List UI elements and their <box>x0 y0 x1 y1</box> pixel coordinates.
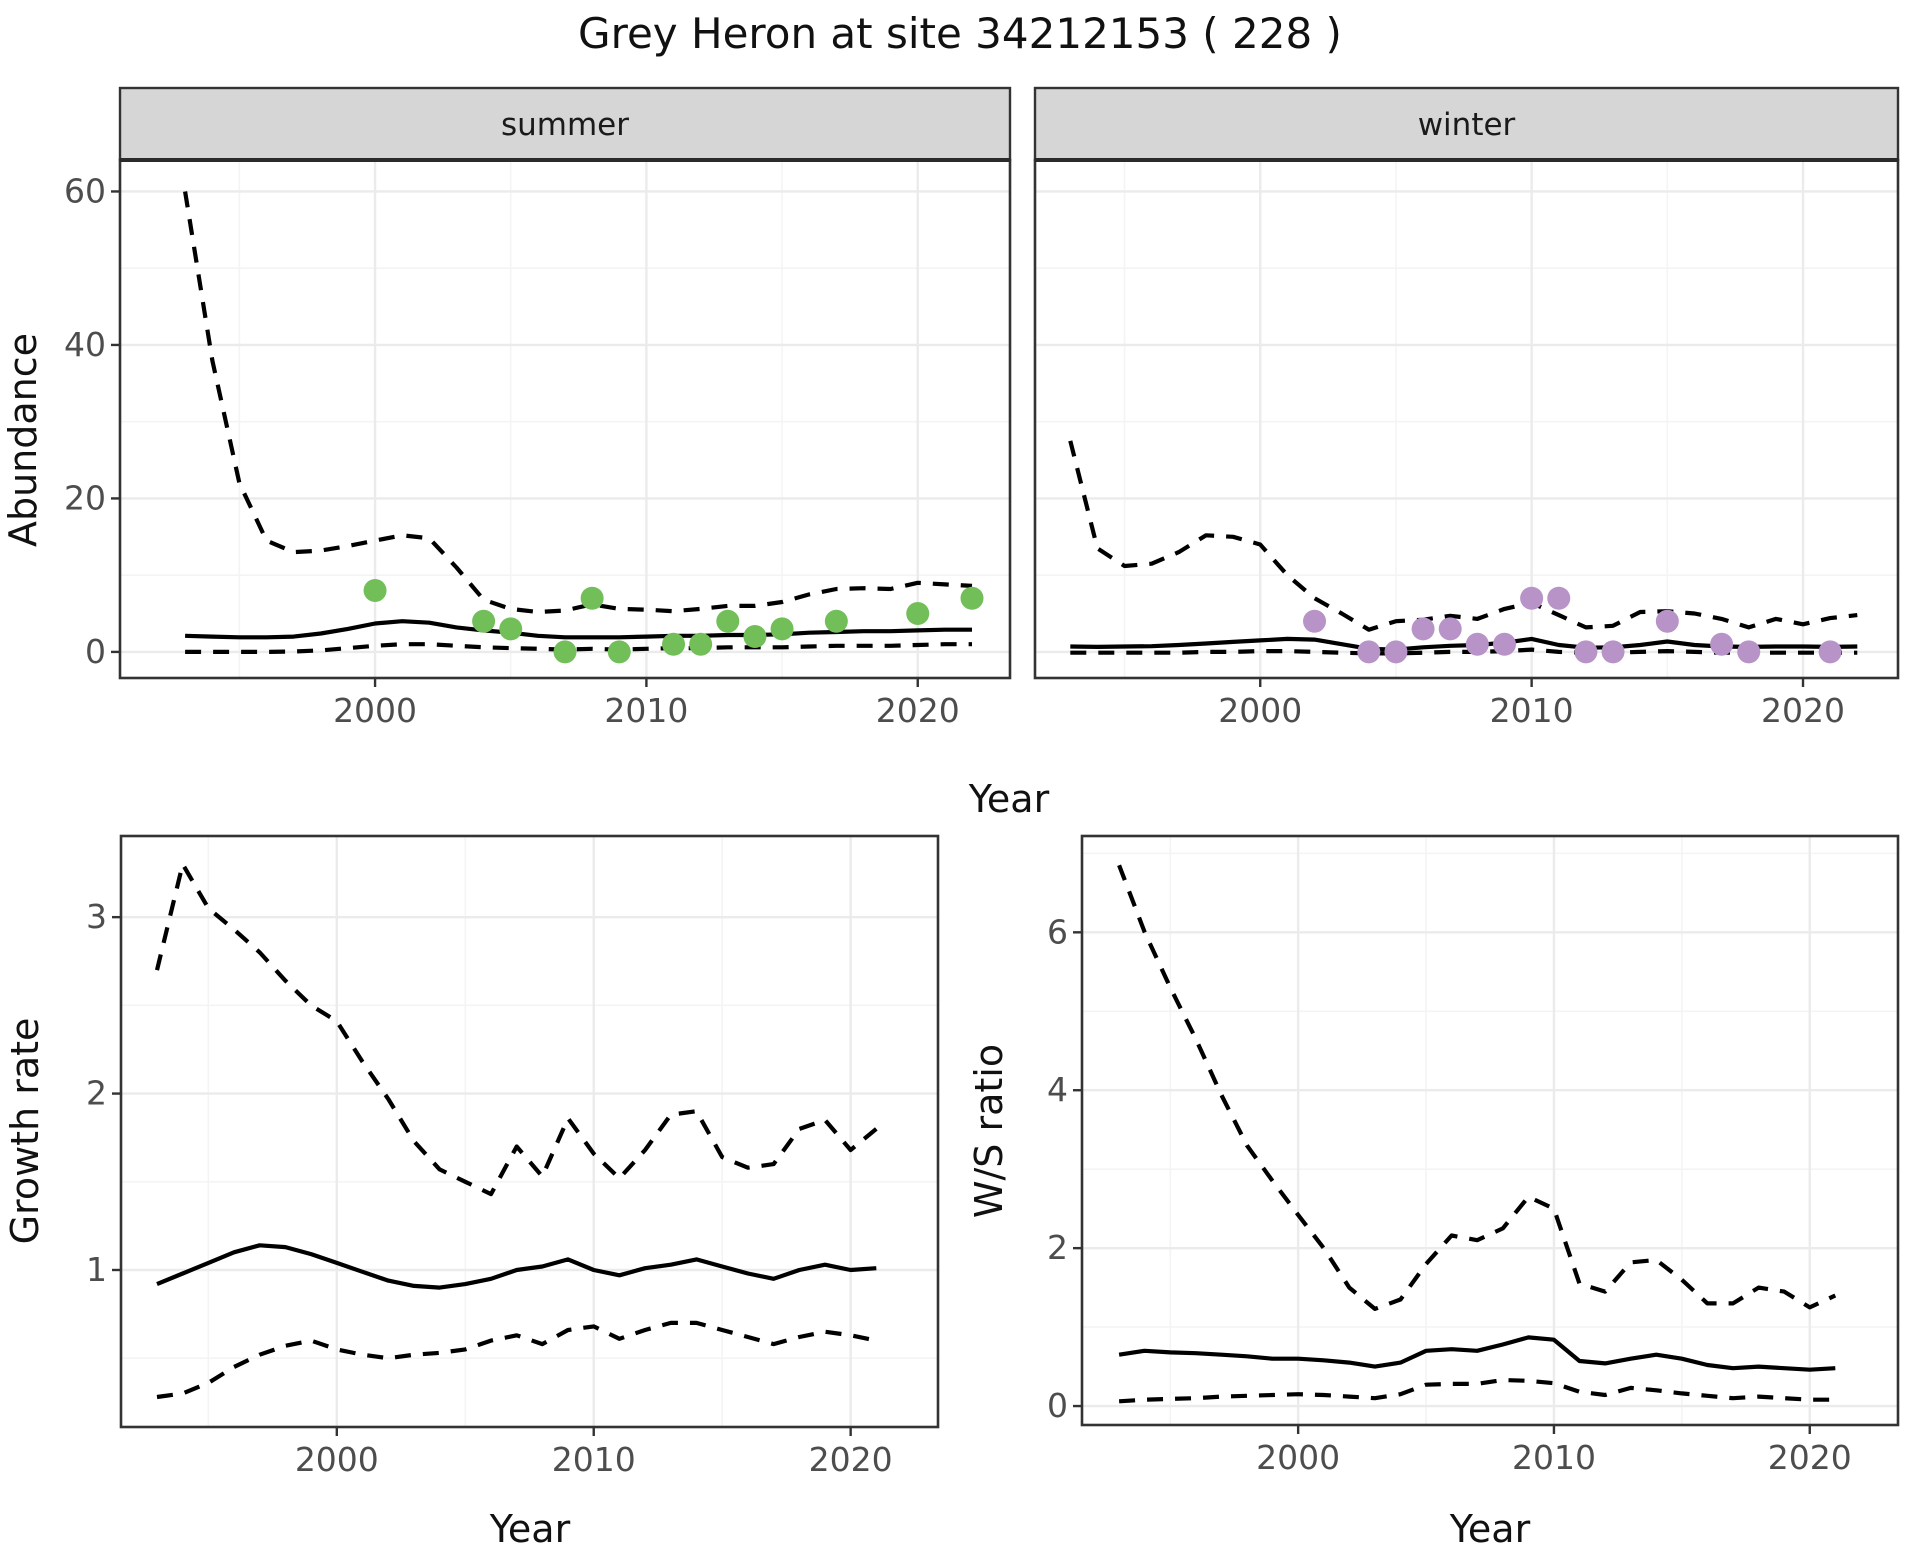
x-axis-title-year-top: Year <box>968 777 1050 821</box>
y-tick-label: 4 <box>1047 1070 1068 1109</box>
gridlines-minor <box>120 160 1010 678</box>
x-axis: 2000 2010 2020 <box>1256 1425 1852 1477</box>
panel-background <box>120 160 1010 678</box>
x-tick-label: 2010 <box>552 1440 636 1479</box>
data-point <box>1655 609 1679 633</box>
data-point <box>363 579 387 603</box>
panel-summer: 2000 2010 2020 0 20 40 60 summer <box>64 86 1012 730</box>
y-tick-label: 40 <box>64 325 106 364</box>
x-tick-label: 2020 <box>809 1440 893 1479</box>
x-tick-label: 2000 <box>1256 1438 1340 1477</box>
data-point <box>472 609 496 633</box>
y-tick-label: 2 <box>1047 1228 1068 1267</box>
data-point <box>960 586 984 610</box>
y-tick-label: 20 <box>64 478 106 517</box>
series-observations <box>363 579 984 664</box>
data-point <box>580 586 604 610</box>
x-tick-label: 2010 <box>604 691 688 730</box>
x-tick-label: 2010 <box>1512 1438 1596 1477</box>
data-point <box>1737 640 1761 664</box>
data-point <box>1601 640 1625 664</box>
gridlines-minor <box>1082 836 1898 1425</box>
gridlines-major <box>121 836 938 1427</box>
x-axis: 2000 2010 2020 <box>333 678 960 730</box>
series-lower_ci <box>185 642 972 655</box>
facet-strip-label: summer <box>501 107 629 143</box>
series-median <box>1118 1335 1836 1372</box>
series-median <box>185 619 972 640</box>
series-lower_ci <box>1118 1377 1836 1404</box>
gridlines-major <box>1082 836 1898 1425</box>
data-point <box>1492 632 1516 656</box>
data-point <box>553 640 577 664</box>
data-point <box>1357 640 1381 664</box>
series-observations <box>1303 586 1842 664</box>
chart-title: Grey Heron at site 34212153 ( 228 ) <box>578 9 1342 58</box>
series-upper_ci <box>1068 440 1858 632</box>
panel-growth: 2000 2010 2020 1 2 3 <box>86 834 940 1479</box>
data-point <box>1520 586 1544 610</box>
x-axis: 2000 2010 2020 <box>295 1427 893 1479</box>
facet-strip-label: winter <box>1418 107 1516 143</box>
data-point <box>1547 586 1571 610</box>
panel-ws: 2000 2010 2020 0 2 4 6 <box>1047 834 1900 1477</box>
data-point <box>906 602 930 626</box>
data-point <box>716 609 740 633</box>
data-point <box>770 617 794 641</box>
data-point <box>1465 632 1489 656</box>
panel-background <box>121 836 938 1427</box>
x-tick-label: 2000 <box>333 691 417 730</box>
data-point <box>1303 609 1327 633</box>
panel-background <box>1082 836 1898 1425</box>
data-point <box>689 632 713 656</box>
x-axis: 2000 2010 2020 <box>1218 678 1845 730</box>
x-tick-label: 2000 <box>295 1440 379 1479</box>
y-tick-label: 3 <box>86 897 107 936</box>
x-tick-label: 2020 <box>1761 691 1845 730</box>
series-upper_ci <box>154 862 878 1197</box>
x-axis-title-year-growth: Year <box>489 1507 571 1551</box>
data-point <box>824 609 848 633</box>
series-upper_ci <box>1117 864 1837 1312</box>
y-axis: 0 20 40 60 <box>64 171 120 671</box>
data-point <box>1411 617 1435 641</box>
facet-strip <box>118 86 1012 162</box>
data-point <box>499 617 523 641</box>
data-point <box>662 632 686 656</box>
series-lower_ci <box>156 1320 877 1400</box>
y-tick-label: 6 <box>1047 912 1068 951</box>
x-tick-label: 2000 <box>1218 691 1302 730</box>
y-tick-label: 60 <box>64 171 106 210</box>
panel-border <box>119 834 940 1429</box>
y-axis: 0 2 4 6 <box>1047 912 1082 1425</box>
data-point <box>1384 640 1408 664</box>
data-point <box>1710 632 1734 656</box>
y-tick-label: 2 <box>86 1074 107 1113</box>
panel-border <box>1080 834 1900 1427</box>
x-tick-label: 2020 <box>1768 1438 1852 1477</box>
data-point <box>1818 640 1842 664</box>
y-tick-label: 0 <box>85 632 106 671</box>
x-axis-title-year-ws: Year <box>1449 1507 1531 1551</box>
data-point <box>1574 640 1598 664</box>
y-axis-title-growth-rate: Growth rate <box>3 1018 47 1245</box>
series-upper_ci <box>183 191 973 615</box>
y-axis: 1 2 3 <box>86 897 121 1289</box>
data-point <box>607 640 631 664</box>
x-tick-label: 2010 <box>1490 691 1574 730</box>
panel-background <box>1035 160 1898 678</box>
y-tick-label: 1 <box>86 1250 107 1289</box>
x-tick-label: 2020 <box>876 691 960 730</box>
panel-winter: 2000 2010 2020 winter <box>1033 86 1900 730</box>
data-point <box>1438 617 1462 641</box>
data-point <box>743 625 767 649</box>
y-tick-label: 0 <box>1047 1386 1068 1425</box>
y-axis-title-abundance: Abundance <box>1 333 45 547</box>
series-median <box>156 1243 877 1290</box>
gridlines-minor <box>1035 160 1898 678</box>
y-axis-title-ws-ratio: W/S ratio <box>967 1044 1011 1218</box>
